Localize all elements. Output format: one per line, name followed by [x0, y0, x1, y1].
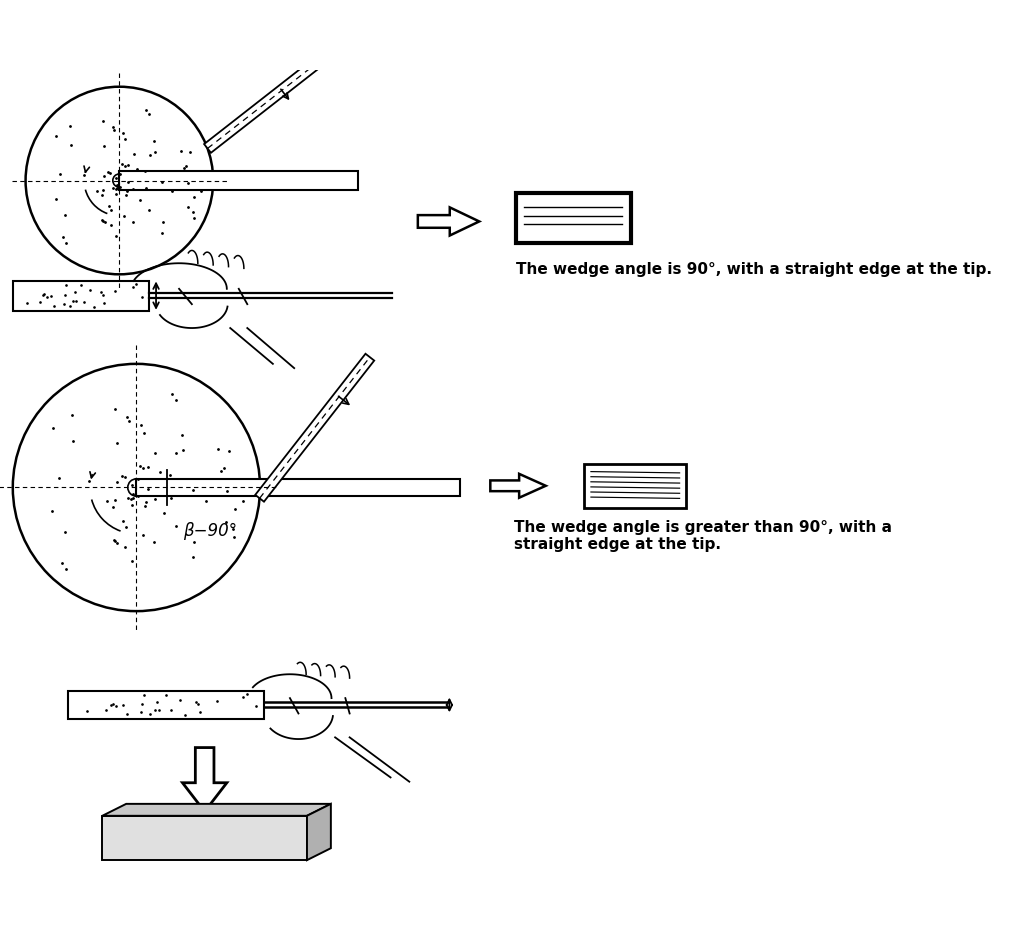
Polygon shape: [204, 55, 326, 153]
Bar: [516, 193, 631, 243]
Text: The wedge angle is 90°, with a straight edge at the tip.: The wedge angle is 90°, with a straight …: [516, 261, 992, 276]
Bar: [12, 281, 150, 310]
Polygon shape: [490, 474, 546, 498]
Bar: [120, 171, 358, 190]
Bar: [69, 692, 264, 719]
Bar: [136, 479, 461, 496]
Polygon shape: [307, 804, 331, 860]
Bar: [584, 464, 686, 508]
Polygon shape: [255, 354, 374, 501]
Polygon shape: [182, 747, 227, 812]
Text: β−90°: β−90°: [183, 521, 238, 539]
Polygon shape: [418, 207, 479, 236]
Polygon shape: [102, 804, 331, 815]
Text: The wedge angle is greater than 90°, with a
straight edge at the tip.: The wedge angle is greater than 90°, wit…: [514, 520, 892, 552]
Polygon shape: [102, 815, 307, 860]
